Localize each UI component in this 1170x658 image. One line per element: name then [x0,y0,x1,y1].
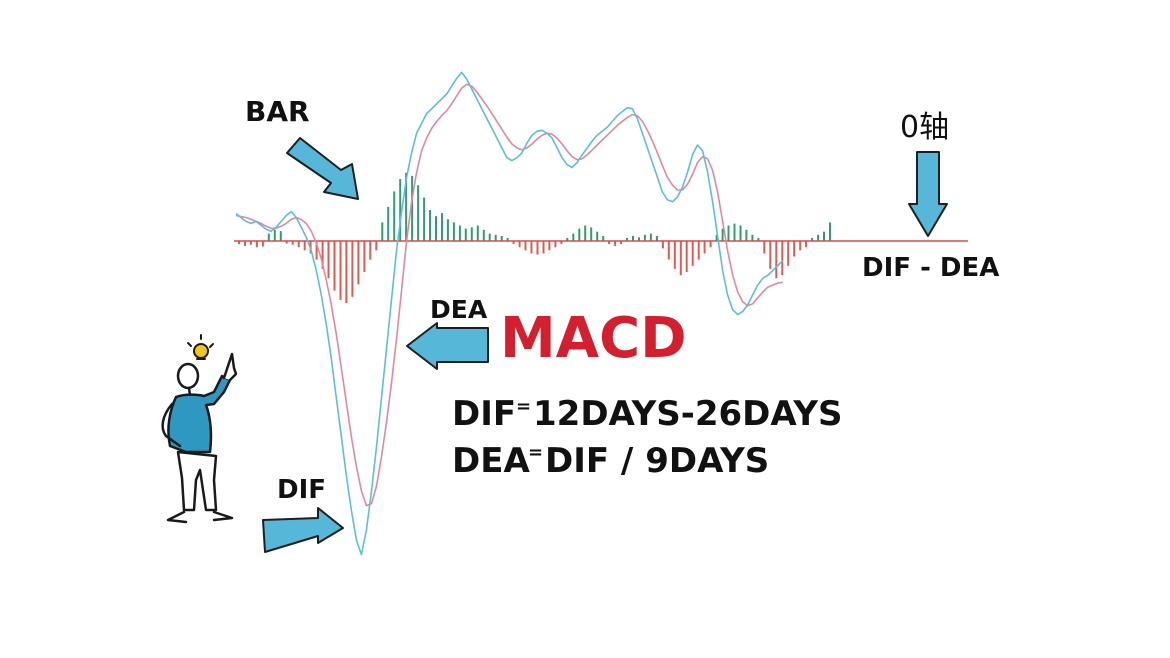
equals-sign: = [528,442,543,463]
macd-chart [234,71,968,556]
dea-formula-left: DEA [452,441,530,481]
dea-line [235,83,783,507]
zero-axis-arrow [908,151,948,237]
dea-arrow [406,322,489,370]
dea-label: DEA [430,295,488,324]
signal-lines [235,71,784,556]
dif-formula: DIF = 12DAYS-26DAYS [452,394,843,434]
bar-arrow [286,137,359,200]
macd-title: MACD [500,306,687,371]
dif-formula-left: DIF [452,394,516,434]
bar-label: BAR [245,95,310,128]
dif-line [235,71,784,556]
equals-sign: = [516,396,531,417]
bar-formula-label: DIF - DEA [862,253,999,283]
dea-formula: DEA = DIF / 9DAYS [452,441,769,481]
dea-formula-right: DIF / 9DAYS [545,441,769,481]
lightbulb-icon [187,334,214,360]
dif-formula-right: 12DAYS-26DAYS [533,394,843,434]
person-pointing-icon [161,334,238,524]
dif-arrow [262,507,344,553]
zero-axis-label: 0轴 [900,110,949,145]
dif-label: DIF [277,475,326,505]
